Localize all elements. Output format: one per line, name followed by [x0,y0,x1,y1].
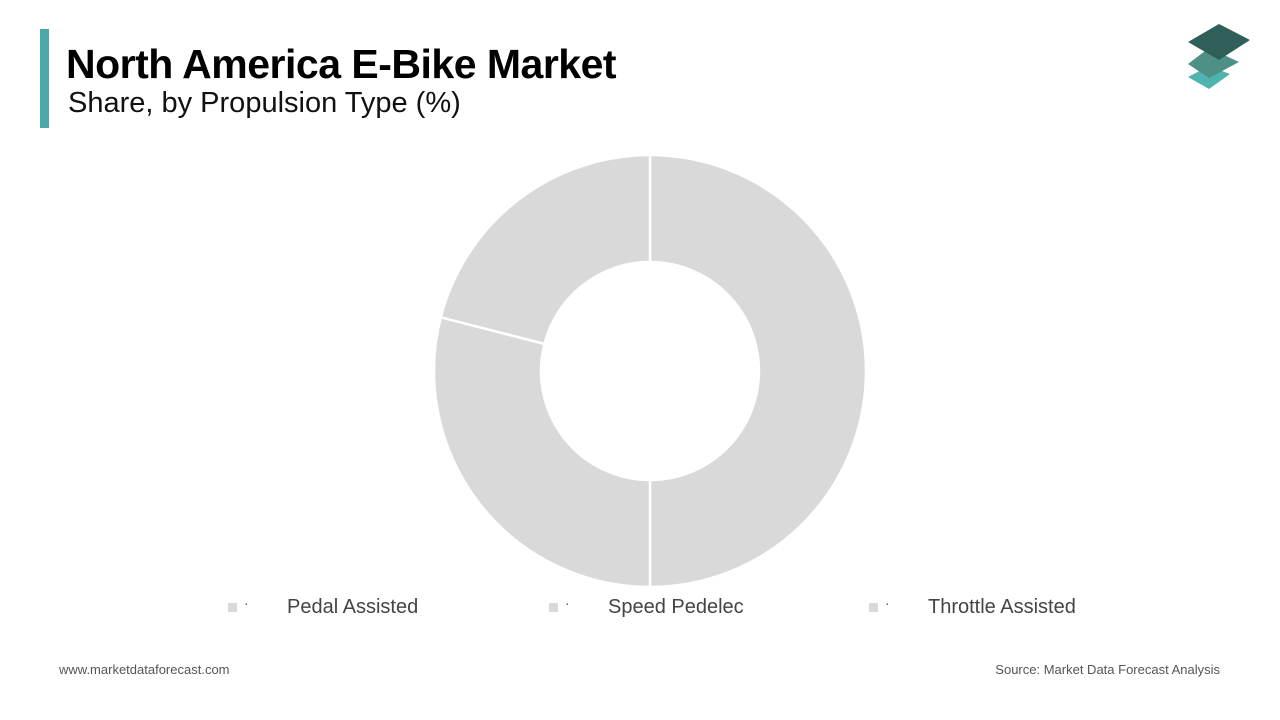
logo-layer-middle [1188,48,1239,78]
legend-marker: · [885,595,890,611]
legend-label: Speed Pedelec [608,596,744,618]
website-footer: www.marketdataforecast.com [59,662,230,677]
page-title: North America E-Bike Market [66,41,617,87]
logo-layer-top [1188,24,1250,60]
donut-slice-pedal-assisted [648,153,868,589]
legend-swatch [869,603,878,612]
legend-marker: · [565,595,570,611]
page-subtitle: Share, by Propulsion Type (%) [68,87,461,119]
donut-slice-speed-pedelec [432,315,652,589]
legend-marker: · [244,595,249,611]
legend-label: Pedal Assisted [287,596,419,618]
donut-slice-throttle-assisted [439,153,652,346]
title-accent-bar [40,29,49,128]
legend-label: Throttle Assisted [928,596,1076,618]
legend-swatch [228,603,237,612]
source-footer: Source: Market Data Forecast Analysis [995,662,1220,677]
legend-swatch [549,603,558,612]
stacked-layers-logo-icon [1188,24,1250,89]
